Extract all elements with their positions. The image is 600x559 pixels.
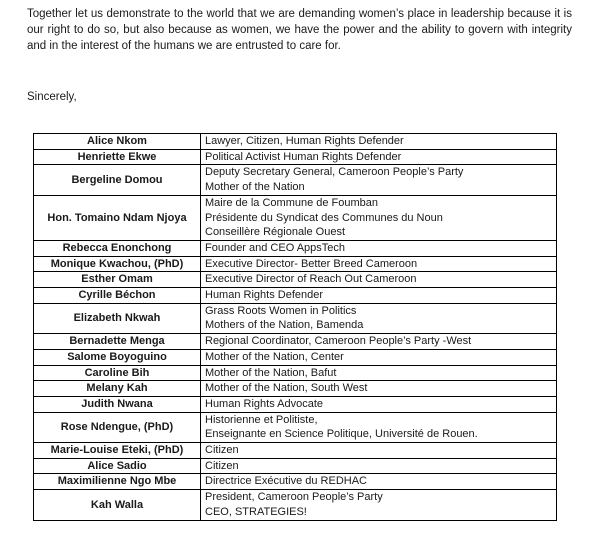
signatory-title-cell: Deputy Secretary General, Cameroon Peopl…	[200, 164, 557, 196]
signatory-name-cell: Henriette Ekwe	[33, 148, 201, 166]
signatory-title-cell: Executive Director- Better Breed Cameroo…	[200, 255, 557, 273]
table-row: Bergeline Domou Deputy Secretary General,…	[33, 164, 557, 196]
signatory-title-line: Grass Roots Women in Politics	[205, 304, 357, 317]
closing-sincerely: Sincerely,	[27, 91, 77, 103]
signatory-title-cell: Lawyer, Citizen, Human Rights Defender	[200, 133, 557, 150]
signatory-title-cell: Political Activist Human Rights Defender	[200, 148, 557, 166]
signatories-table-body: Alice Nkom Lawyer, Citizen, Human Rights …	[33, 133, 557, 521]
signatory-title-line: Directrice Exécutive du REDHAC	[205, 475, 367, 488]
signatory-title-line: Enseignante en Science Politique, Univer…	[205, 428, 478, 441]
signatory-title-line: Human Rights Advocate	[205, 397, 324, 410]
signatory-title-line: Mothers of the Nation, Bamenda	[205, 319, 364, 332]
signatory-title-line: Mother of the Nation, South West	[205, 382, 368, 395]
signatory-title-cell: Maire de la Commune de Foumban Présidente…	[200, 194, 557, 241]
table-row: Monique Kwachou, (PhD) Executive Director…	[33, 255, 557, 273]
table-row: Salome Boyoguino Mother of the Nation, Ce…	[33, 348, 557, 366]
signatory-name-cell: Hon. Tomaino Ndam Njoya	[33, 194, 201, 241]
table-row: Elizabeth Nkwah Grass Roots Women in Poli…	[33, 302, 557, 335]
signatory-title-cell: Mother of the Nation, Center	[200, 348, 557, 366]
signatory-name-cell: Esther Omam	[33, 271, 201, 289]
signatories-table: Alice Nkom Lawyer, Citizen, Human Rights …	[33, 133, 557, 521]
signatory-name-cell: Bergeline Domou	[33, 164, 201, 196]
signatory-name-cell: Judith Nwana	[33, 395, 201, 413]
table-row: Alice Sadio Citizen	[33, 457, 557, 475]
signatory-title-line: Human Rights Defender	[205, 289, 324, 302]
signatory-title-line: President, Cameroon People’s Party	[205, 491, 383, 504]
signatory-title-line: Founder and CEO AppsTech	[205, 241, 346, 254]
table-row: Bernadette Menga Regional Coordinator, Ca…	[33, 333, 557, 350]
signatory-title-line: Citizen	[205, 444, 239, 457]
signatory-title-cell: Mother of the Nation, Bafut	[200, 364, 557, 382]
signatory-title-cell: President, Cameroon People’s Party CEO, S…	[200, 489, 557, 521]
signatory-title-line: Executive Director- Better Breed Cameroo…	[205, 257, 418, 270]
signatory-title-cell: Founder and CEO AppsTech	[200, 239, 557, 257]
table-row: Hon. Tomaino Ndam Njoya Maire de la Commu…	[33, 194, 557, 241]
signatory-name-cell: Alice Nkom	[33, 133, 201, 150]
signatory-title-cell: Directrice Exécutive du REDHAC	[200, 473, 557, 491]
signatory-name-cell: Elizabeth Nkwah	[33, 302, 201, 335]
signatory-title-line: Executive Director of Reach Out Cameroon	[205, 273, 417, 286]
signatory-title-line: Présidente du Syndicat des Communes du N…	[205, 211, 443, 224]
signatory-title-line: Mother of the Nation, Bafut	[205, 366, 337, 379]
signatory-title-line: Citizen	[205, 459, 239, 472]
table-row: Esther Omam Executive Director of Reach O…	[33, 271, 557, 289]
signatory-title-cell: Grass Roots Women in Politics Mothers of …	[200, 302, 557, 335]
signatory-title-cell: Mother of the Nation, South West	[200, 380, 557, 397]
signatory-name-cell: Caroline Bih	[33, 364, 201, 382]
signatory-name-cell: Kah Walla	[33, 489, 201, 521]
signatory-title-cell: Regional Coordinator, Cameroon People’s …	[200, 333, 557, 350]
signatory-title-cell: Human Rights Advocate	[200, 395, 557, 413]
signatory-name-cell: Maximilienne Ngo Mbe	[33, 473, 201, 491]
signatory-name-cell: Melany Kah	[33, 380, 201, 397]
signatory-title-cell: Historienne et Politiste, Enseignante en …	[200, 411, 557, 444]
signatory-title-cell: Citizen	[200, 442, 557, 459]
signatory-title-line: Mother of the Nation, Center	[205, 350, 344, 363]
table-row: Rebecca Enonchong Founder and CEO AppsTec…	[33, 239, 557, 257]
signatory-name-cell: Rose Ndengue, (PhD)	[33, 411, 201, 444]
signatory-name-cell: Rebecca Enonchong	[33, 239, 201, 257]
signatory-name-cell: Alice Sadio	[33, 457, 201, 475]
table-row: Caroline Bih Mother of the Nation, Bafut	[33, 364, 557, 382]
signatory-name-cell: Monique Kwachou, (PhD)	[33, 255, 201, 273]
signatory-title-line: Political Activist Human Rights Defender	[205, 150, 402, 163]
signatory-title-cell: Executive Director of Reach Out Cameroon	[200, 271, 557, 289]
table-row: Alice Nkom Lawyer, Citizen, Human Rights …	[33, 133, 557, 150]
signatory-name-cell: Cyrille Béchon	[33, 287, 201, 304]
signatory-title-cell: Human Rights Defender	[200, 287, 557, 304]
table-row: Melany Kah Mother of the Nation, South We…	[33, 380, 557, 397]
table-row: Cyrille Béchon Human Rights Defender	[33, 287, 557, 304]
signatory-name-cell: Salome Boyoguino	[33, 348, 201, 366]
table-row: Marie-Louise Eteki, (PhD) Citizen	[33, 442, 557, 459]
signatory-title-line: Conseillère Régionale Ouest	[205, 226, 346, 239]
signatory-title-line: Historienne et Politiste,	[205, 413, 318, 426]
signatory-title-line: Mother of the Nation	[205, 181, 305, 194]
signatory-name-cell: Marie-Louise Eteki, (PhD)	[33, 442, 201, 459]
signatory-title-line: Deputy Secretary General, Cameroon Peopl…	[205, 166, 464, 179]
signatory-title-line: Regional Coordinator, Cameroon People’s …	[205, 335, 472, 348]
table-row: Rose Ndengue, (PhD) Historienne et Politi…	[33, 411, 557, 444]
body-paragraph: Together let us demonstrate to the world…	[27, 8, 572, 52]
signatory-title-line: CEO, STRATEGIES!	[205, 505, 307, 518]
signatory-name-cell: Bernadette Menga	[33, 333, 201, 350]
signatory-title-line: Lawyer, Citizen, Human Rights Defender	[205, 135, 404, 147]
table-row: Maximilienne Ngo Mbe Directrice Exécutive…	[33, 473, 557, 491]
table-row: Kah Walla President, Cameroon People’s Pa…	[33, 489, 557, 521]
table-row: Judith Nwana Human Rights Advocate	[33, 395, 557, 413]
table-row: Henriette Ekwe Political Activist Human R…	[33, 148, 557, 166]
signatory-title-cell: Citizen	[200, 457, 557, 475]
signatory-title-line: Maire de la Commune de Foumban	[205, 196, 379, 209]
